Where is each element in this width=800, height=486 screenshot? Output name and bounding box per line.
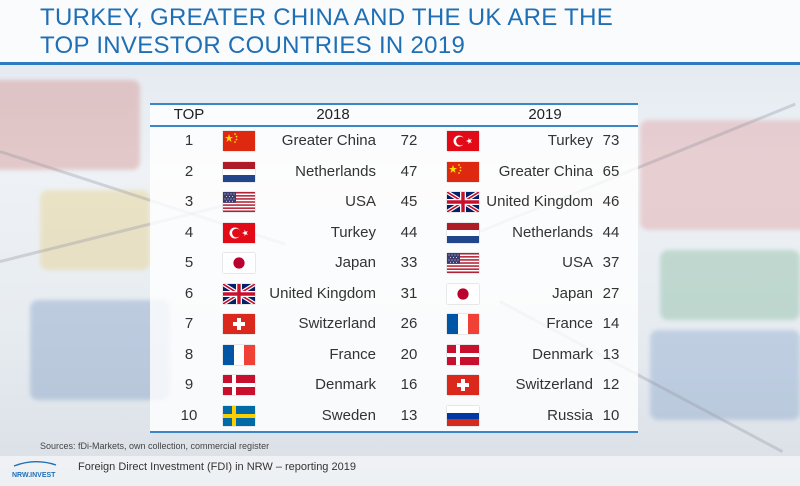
rank-cell: 3 bbox=[184, 193, 194, 210]
logo-text: NRW.INVEST bbox=[12, 472, 56, 479]
turkey-flag-icon bbox=[447, 131, 479, 151]
switzerland-flag-icon bbox=[223, 314, 255, 334]
value-2018: 44 bbox=[400, 223, 418, 241]
uk-flag-icon bbox=[447, 192, 479, 212]
nrw-invest-logo: NRW.INVEST bbox=[12, 460, 58, 480]
table-row: 4 Turkey 44 Netherlands 44 bbox=[150, 218, 638, 248]
rank-cell: 9 bbox=[184, 376, 194, 393]
country-2019: France bbox=[546, 315, 593, 332]
value-2018: 47 bbox=[400, 162, 418, 180]
value-2019: 14 bbox=[602, 315, 620, 332]
sweden-flag-icon bbox=[223, 405, 255, 426]
rank-cell: 7 bbox=[184, 315, 194, 332]
france-flag-icon bbox=[447, 314, 479, 334]
country-2018: Japan bbox=[335, 254, 376, 271]
value-2019: 12 bbox=[602, 376, 620, 393]
country-2018: USA bbox=[345, 193, 376, 210]
country-2018: Netherlands bbox=[295, 162, 376, 180]
table-row: 9 Denmark 16 Switzerland 12 bbox=[150, 370, 638, 400]
table-row: 10 Sweden 13 Russia 10 bbox=[150, 401, 638, 431]
logo-swoosh-icon bbox=[13, 461, 57, 467]
value-2019: 13 bbox=[602, 345, 620, 363]
netherlands-flag-icon bbox=[447, 222, 479, 243]
china-flag-icon bbox=[223, 131, 255, 151]
russia-flag-icon bbox=[447, 405, 479, 426]
usa-flag-icon bbox=[223, 192, 255, 212]
header-bar: TURKEY, GREATER CHINA AND THE UK ARE THE… bbox=[0, 0, 800, 65]
table-top-divider bbox=[150, 103, 638, 105]
footer-text: Foreign Direct Investment (FDI) in NRW –… bbox=[78, 461, 356, 473]
country-2018: Switzerland bbox=[298, 315, 376, 332]
value-2019: 46 bbox=[602, 193, 620, 210]
rank-cell: 2 bbox=[184, 162, 194, 180]
value-2018: 33 bbox=[400, 254, 418, 271]
country-2019: Denmark bbox=[532, 345, 593, 363]
rank-cell: 4 bbox=[184, 223, 194, 241]
value-2019: 10 bbox=[602, 406, 620, 424]
value-2018: 26 bbox=[400, 315, 418, 332]
table-row: 6 United Kingdom 31 Japan 27 bbox=[150, 279, 638, 309]
value-2019: 37 bbox=[602, 254, 620, 271]
value-2018: 45 bbox=[400, 193, 418, 210]
japan-flag-icon bbox=[223, 253, 255, 273]
table-header-divider bbox=[150, 125, 638, 127]
country-2018: United Kingdom bbox=[269, 284, 376, 302]
value-2019: 65 bbox=[602, 162, 620, 180]
country-2019: Japan bbox=[552, 284, 593, 302]
table-row: 7 Switzerland 26 France 14 bbox=[150, 309, 638, 339]
value-2018: 72 bbox=[400, 132, 418, 149]
table-row: 1 Greater China 72 Turkey 73 bbox=[150, 126, 638, 156]
country-2018: Greater China bbox=[281, 132, 376, 149]
value-2018: 20 bbox=[400, 345, 418, 363]
country-2019: United Kingdom bbox=[486, 193, 593, 210]
value-2019: 73 bbox=[602, 132, 620, 149]
rank-cell: 5 bbox=[184, 254, 194, 271]
country-2019: USA bbox=[562, 254, 593, 271]
country-2019: Turkey bbox=[547, 132, 593, 149]
rank-cell: 1 bbox=[184, 132, 194, 149]
column-header-2018: 2018 bbox=[316, 106, 350, 123]
switzerland-flag-icon bbox=[447, 375, 479, 395]
country-2018: Sweden bbox=[321, 406, 376, 424]
denmark-flag-icon bbox=[223, 375, 255, 395]
table-row: 8 France 20 Denmark 13 bbox=[150, 340, 638, 370]
country-2019: Greater China bbox=[498, 162, 593, 180]
country-2019: Switzerland bbox=[515, 376, 593, 393]
denmark-flag-icon bbox=[447, 344, 479, 365]
value-2018: 13 bbox=[400, 406, 418, 424]
uk-flag-icon bbox=[223, 283, 255, 304]
turkey-flag-icon bbox=[223, 222, 255, 243]
rank-cell: 8 bbox=[184, 345, 194, 363]
column-header-2019: 2019 bbox=[528, 106, 562, 123]
country-2018: Turkey bbox=[330, 223, 376, 241]
table-bottom-divider bbox=[150, 431, 638, 433]
usa-flag-icon bbox=[447, 253, 479, 273]
value-2018: 16 bbox=[400, 376, 418, 393]
rank-cell: 6 bbox=[184, 284, 194, 302]
country-2018: Denmark bbox=[315, 376, 376, 393]
country-2019: Russia bbox=[547, 406, 593, 424]
china-flag-icon bbox=[447, 161, 479, 182]
table-row: 2 Netherlands 47 Greater China 65 bbox=[150, 157, 638, 187]
country-2018: France bbox=[329, 345, 376, 363]
value-2018: 31 bbox=[400, 284, 418, 302]
country-2019: Netherlands bbox=[512, 223, 593, 241]
rank-cell: 10 bbox=[180, 406, 198, 424]
page-title: TURKEY, GREATER CHINA AND THE UK ARE THE… bbox=[40, 4, 614, 59]
netherlands-flag-icon bbox=[223, 161, 255, 182]
footer-bar bbox=[0, 456, 800, 486]
france-flag-icon bbox=[223, 344, 255, 365]
table-row: 3 USA 45 United Kingdom 46 bbox=[150, 187, 638, 217]
japan-flag-icon bbox=[447, 283, 479, 304]
sources-note: Sources: fDi-Markets, own collection, co… bbox=[40, 441, 270, 451]
value-2019: 44 bbox=[602, 223, 620, 241]
table-row: 5 Japan 33 USA 37 bbox=[150, 248, 638, 278]
column-header-rank: TOP bbox=[173, 106, 205, 123]
value-2019: 27 bbox=[602, 284, 620, 302]
